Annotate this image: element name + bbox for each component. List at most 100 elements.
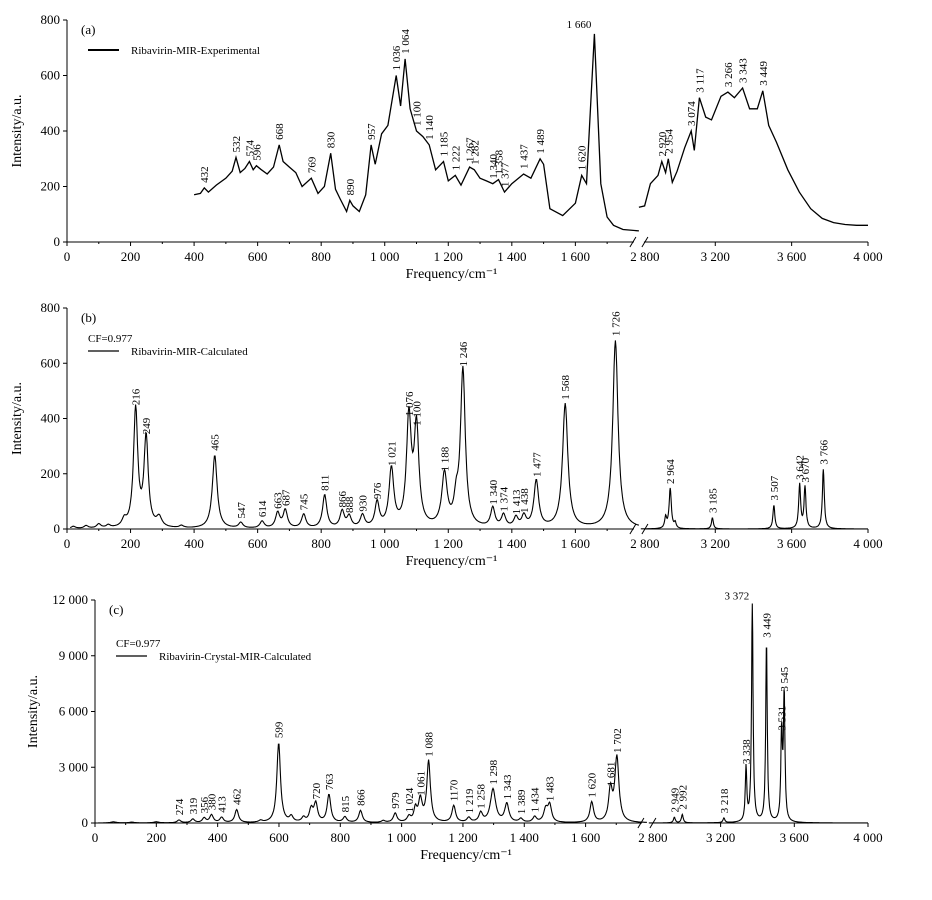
peak-label: 1 219: [464, 788, 476, 813]
peak-label: 3 670: [800, 457, 812, 482]
y-tick-label: 0: [54, 521, 61, 536]
peak-label: 380: [207, 793, 219, 810]
peak-label: 3 507: [769, 475, 781, 500]
peak-label: 2 992: [677, 785, 689, 810]
peak-label: 1 489: [535, 129, 547, 154]
peak-label: 3 449: [761, 612, 773, 637]
y-tick-label: 600: [41, 68, 61, 83]
peak-label: 830: [326, 131, 338, 148]
peak-label: 2 954: [663, 129, 675, 154]
y-tick-label: 800: [41, 300, 61, 315]
peak-label: 1 061: [415, 771, 427, 796]
peak-label: 1 258: [476, 783, 488, 808]
y-tick-label: 600: [41, 355, 61, 370]
peak-label: 3 545: [779, 666, 791, 691]
x-tick-label: 1 000: [370, 536, 399, 551]
x-tick-label: 3 600: [777, 536, 806, 551]
x-axis-title: Frequency/cm⁻¹: [420, 848, 512, 863]
peak-label: 1 188: [439, 446, 451, 471]
peak-label: 3 185: [707, 488, 719, 513]
peak-label: 1 100: [412, 401, 424, 426]
spectrum-line-segment-0: [98, 743, 647, 824]
peak-label: 687: [280, 489, 292, 506]
spectrum-line-segment-1: [640, 469, 868, 530]
x-tick-label: 1 600: [561, 249, 590, 264]
x-tick-label: 1 200: [434, 536, 463, 551]
peak-label: 3 766: [818, 439, 830, 464]
x-tick-label: 400: [208, 830, 228, 845]
peak-label: 465: [210, 434, 222, 451]
y-axis-title: Intensity/a.u.: [10, 382, 25, 455]
x-tick-label: 1 400: [497, 249, 526, 264]
peak-label: 1 568: [560, 374, 572, 399]
peak-label: 3 531: [777, 706, 789, 731]
panel-tag: (c): [109, 602, 123, 617]
x-tick-label: 400: [184, 249, 204, 264]
y-axis-title: Intensity/a.u.: [10, 94, 25, 167]
axis-break-mark: [629, 523, 637, 535]
x-tick-label: 4 000: [853, 830, 882, 845]
peak-label: 1 620: [577, 145, 589, 170]
x-tick-label: 1 400: [510, 830, 539, 845]
peak-label: 3 343: [738, 58, 750, 83]
peak-label: 1 036: [391, 45, 403, 70]
peak-label: 811: [320, 475, 332, 491]
x-tick-label: 1 200: [448, 830, 477, 845]
peak-label: 2 949: [669, 787, 681, 812]
peak-label: 957: [366, 123, 378, 140]
y-tick-label: 6 000: [59, 704, 88, 719]
peak-label: 1 246: [458, 341, 470, 366]
x-tick-label: 200: [121, 536, 141, 551]
panel-a: 0 200 400 600 800 0 200 400 600 800 1 000 1 200 1 40…: [10, 12, 883, 282]
x-tick-label: 800: [311, 536, 331, 551]
x-axis-title: Frequency/cm⁻¹: [406, 267, 498, 282]
legend-label: Ribavirin-Crystal-MIR-Calculated: [159, 651, 312, 663]
y-tick-label: 800: [41, 12, 61, 27]
panel-tag: (b): [81, 310, 96, 325]
x-tick-label: 0: [64, 536, 71, 551]
x-tick-label: 800: [331, 830, 351, 845]
peak-label: 599: [274, 721, 286, 738]
legend-label: Ribavirin-MIR-Calculated: [131, 346, 248, 358]
x-tick-label: 1 600: [571, 830, 600, 845]
peak-label: 979: [390, 792, 402, 809]
x-tick-label: 1 600: [561, 536, 590, 551]
peak-label: 866: [356, 789, 368, 806]
x-break-label: 2 800: [630, 249, 659, 264]
peak-label: 1 681: [605, 762, 617, 787]
y-tick-label: 400: [41, 123, 61, 138]
peak-label: 763: [324, 773, 336, 790]
peak-label: 745: [299, 493, 311, 510]
peak-label: 1 064: [400, 29, 412, 54]
x-tick-label: 3 200: [701, 249, 730, 264]
x-tick-label: 1 000: [370, 249, 399, 264]
x-tick-label: 3 200: [701, 536, 730, 551]
peak-label: 1 298: [488, 759, 500, 784]
peak-label: 1 340: [488, 479, 500, 504]
peak-label: 413: [217, 796, 229, 813]
y-tick-label: 200: [41, 179, 61, 194]
peak-label: 3 449: [758, 61, 770, 86]
axis-break-mark: [637, 817, 645, 829]
peak-label: 1 483: [545, 776, 557, 801]
y-tick-label: 400: [41, 411, 61, 426]
legend-label: Ribavirin-MIR-Experimental: [131, 45, 260, 57]
peak-label: 3 117: [694, 68, 706, 93]
peak-label: 1 185: [439, 131, 451, 156]
peak-label: 1 340: [488, 153, 500, 178]
peak-label: 1 434: [530, 787, 542, 812]
y-tick-label: 9 000: [59, 648, 88, 663]
peak-label: 319: [188, 797, 200, 814]
peak-label: 1 438: [519, 488, 531, 513]
spectrum-line-segment-0: [193, 33, 639, 232]
spectrum-line-segment-1: [648, 603, 868, 824]
peak-label: 1 413: [511, 489, 523, 514]
peak-label: 2 920: [657, 131, 669, 156]
y-tick-label: 3 000: [59, 759, 88, 774]
peak-label: 1 377: [500, 162, 512, 187]
peak-label: 532: [231, 136, 243, 152]
peak-label: 1 358: [493, 149, 505, 174]
peak-label: 614: [257, 500, 269, 517]
x-break-label: 2 800: [638, 830, 667, 845]
x-tick-label: 3 600: [780, 830, 809, 845]
